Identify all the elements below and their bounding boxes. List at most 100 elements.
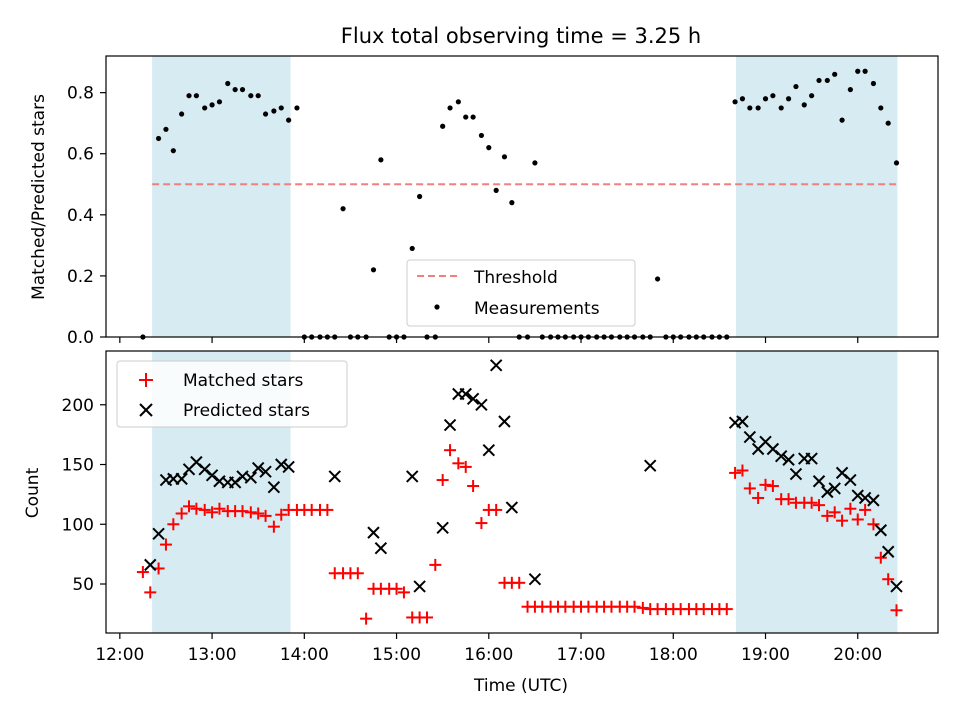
top-shaded-region bbox=[735, 56, 898, 337]
measurement-point bbox=[340, 206, 346, 212]
matched-star-point bbox=[729, 466, 742, 479]
matched-star-point bbox=[805, 496, 818, 509]
bottom-y-tick-label: 100 bbox=[62, 515, 94, 535]
predicted-star-point bbox=[805, 452, 818, 465]
top-shaded-region bbox=[152, 56, 291, 337]
predicted-star-point bbox=[413, 580, 426, 593]
top-panel: 0.00.20.40.60.8 Matched/Predicted stars … bbox=[29, 55, 939, 348]
predicted-star-point bbox=[867, 494, 880, 507]
measurement-point bbox=[248, 93, 254, 99]
measurement-point bbox=[654, 276, 661, 282]
matched-star-point bbox=[782, 493, 795, 506]
measurement-point bbox=[239, 86, 246, 93]
matched-star-point bbox=[429, 558, 442, 571]
bottom-y-ticks: 50 100 150 200 bbox=[62, 396, 106, 595]
bottom-legend: Matched stars Predicted stars bbox=[116, 360, 348, 428]
top-y-tick-label: 0.6 bbox=[67, 145, 94, 165]
measurement-point bbox=[232, 86, 238, 93]
legend-predicted-swatch bbox=[139, 403, 153, 417]
matched-star-point bbox=[351, 567, 364, 580]
matched-star-point bbox=[183, 500, 196, 513]
top-y-tick-label: 0.2 bbox=[67, 267, 94, 287]
predicted-star-point bbox=[874, 524, 888, 537]
top-y-axis-label: Matched/Predicted stars bbox=[29, 94, 49, 300]
matched-star-point bbox=[743, 482, 756, 495]
matched-star-point bbox=[859, 503, 872, 516]
matched-star-point bbox=[720, 603, 733, 616]
predicted-star-point bbox=[282, 460, 295, 474]
bottom-shaded-region bbox=[735, 351, 898, 633]
measurement-point bbox=[255, 93, 261, 99]
matched-star-point bbox=[252, 507, 265, 520]
predicted-star-point bbox=[275, 458, 288, 471]
measurement-point bbox=[862, 68, 868, 74]
bottom-x-ticks: 12:00 13:00 14:00 15:00 16:00 17:00 18:00 19:00… bbox=[95, 633, 882, 665]
matched-star-point bbox=[444, 444, 457, 457]
measurement-point bbox=[179, 111, 185, 117]
measurement-point bbox=[493, 187, 499, 193]
matched-star-point bbox=[844, 502, 857, 515]
top-y-tick-label: 0.4 bbox=[67, 206, 94, 226]
measurement-point bbox=[470, 114, 476, 120]
matched-star-point bbox=[420, 611, 433, 624]
bottom-y-tick-label: 50 bbox=[72, 575, 94, 595]
measurement-point bbox=[417, 193, 423, 200]
measurement-point bbox=[202, 105, 208, 111]
x-tick-label: 16:00 bbox=[464, 645, 513, 665]
x-tick-label: 17:00 bbox=[557, 645, 606, 665]
measurement-point bbox=[793, 83, 799, 90]
matched-star-point bbox=[890, 604, 903, 617]
measurement-point bbox=[463, 114, 469, 120]
x-tick-label: 12:00 bbox=[95, 645, 144, 665]
measurement-point bbox=[186, 93, 192, 99]
matched-star-point bbox=[198, 503, 211, 516]
matched-star-point bbox=[275, 508, 288, 521]
matched-star-point bbox=[159, 538, 172, 551]
predicted-star-point bbox=[482, 443, 496, 457]
matched-star-point bbox=[490, 503, 503, 516]
predicted-star-point bbox=[858, 491, 872, 505]
matched-star-point bbox=[321, 503, 334, 516]
measurement-point bbox=[193, 93, 199, 99]
predicted-star-point bbox=[466, 392, 480, 406]
predicted-star-point bbox=[498, 415, 511, 428]
measurement-point bbox=[271, 108, 277, 114]
measurement-point bbox=[893, 160, 900, 166]
legend-threshold-label: Threshold bbox=[473, 268, 558, 288]
matched-star-point bbox=[836, 514, 849, 527]
matched-star-point bbox=[882, 573, 895, 586]
matched-star-point bbox=[397, 586, 410, 599]
x-axis-label: Time (UTC) bbox=[473, 676, 568, 696]
measurement-point bbox=[785, 96, 792, 102]
measurement-point bbox=[440, 123, 446, 129]
matched-star-point bbox=[636, 601, 649, 614]
predicted-star-point bbox=[475, 398, 488, 411]
measurement-point bbox=[370, 267, 377, 273]
measurement-point bbox=[286, 117, 292, 123]
measurement-point bbox=[509, 200, 515, 206]
measurement-point bbox=[478, 132, 485, 139]
measurement-point bbox=[209, 102, 215, 108]
matched-star-point bbox=[513, 576, 526, 589]
predicted-stars-points bbox=[144, 359, 903, 593]
top-legend-box bbox=[406, 259, 636, 327]
predicted-star-point bbox=[267, 481, 281, 494]
matched-stars-points bbox=[136, 444, 903, 625]
predicted-star-point bbox=[789, 467, 803, 481]
measurement-point bbox=[801, 102, 807, 108]
chart-title: Flux total observing time = 3.25 h bbox=[341, 24, 701, 48]
measurement-point bbox=[816, 77, 822, 84]
measurement-point bbox=[770, 93, 776, 99]
predicted-star-point bbox=[175, 472, 188, 486]
predicted-star-point bbox=[851, 489, 864, 502]
legend-predicted-label: Predicted stars bbox=[183, 401, 310, 421]
x-tick-label: 18:00 bbox=[649, 645, 698, 665]
matched-star-point bbox=[766, 480, 779, 493]
matched-star-point bbox=[236, 505, 249, 518]
measurement-point bbox=[155, 135, 162, 142]
matched-star-point bbox=[144, 586, 157, 599]
measurement-point bbox=[885, 120, 891, 126]
predicted-star-point bbox=[505, 501, 519, 514]
matched-star-point bbox=[459, 460, 472, 473]
matched-star-point bbox=[244, 506, 257, 519]
